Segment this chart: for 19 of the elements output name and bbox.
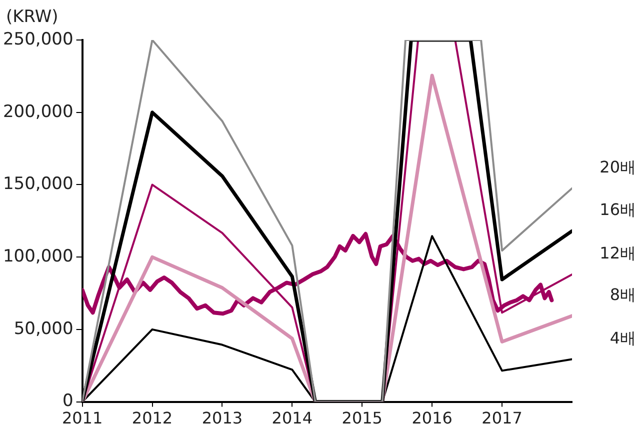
y-tick-label: 100,000 <box>2 246 74 266</box>
x-tick-label: 2017 <box>482 408 522 428</box>
x-tick-label: 2014 <box>272 408 313 428</box>
y-axis-title: (KRW) <box>6 6 58 27</box>
text: 4배 <box>610 328 636 348</box>
series-label: 20배 <box>600 157 636 176</box>
series-label: 16배 <box>600 200 636 220</box>
series-label: 12배 <box>600 244 636 263</box>
y-tick-label: 200,000 <box>2 102 74 122</box>
x-tick-label: 2012 <box>132 408 173 428</box>
text: 8배 <box>610 284 636 304</box>
y-tick-label: 250,000 <box>2 29 74 50</box>
y-tick-label: 0 <box>62 391 74 412</box>
y-tick-label: 50,000 <box>14 318 74 339</box>
x-tick-label: 2013 <box>202 408 243 428</box>
x-tick-label: 2015 <box>342 408 382 428</box>
x-tick-label: 2016 <box>412 408 452 428</box>
y-tick-label: 150,000 <box>2 174 74 194</box>
x-tick-label: 2011 <box>62 408 103 428</box>
